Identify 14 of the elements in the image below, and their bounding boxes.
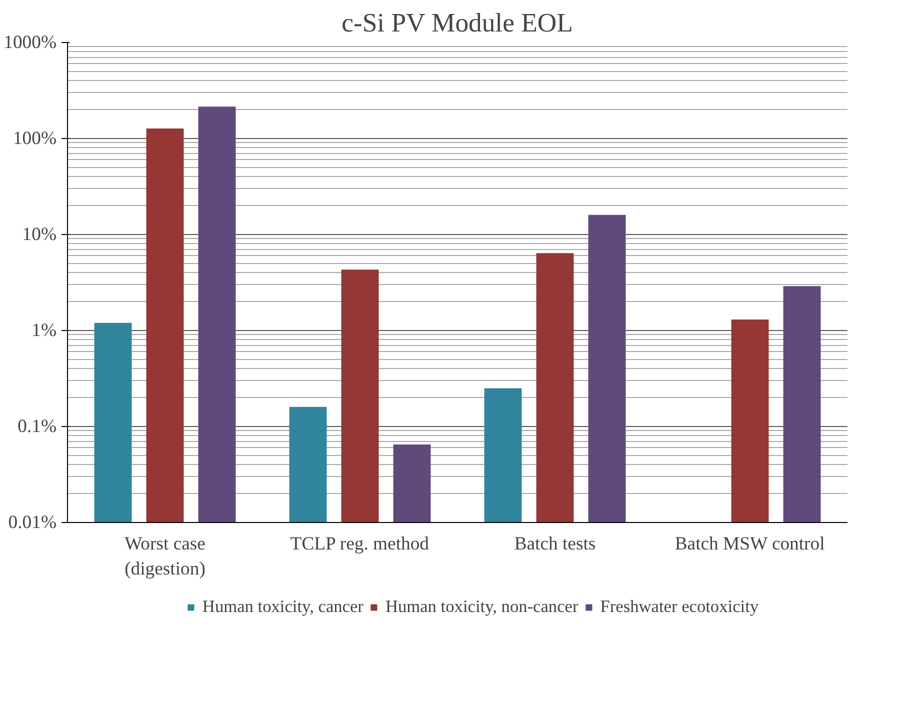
y-tick-label: 10% — [22, 224, 57, 245]
x-tick-label: Batch MSW control — [674, 534, 825, 554]
x-tick-label: Worst case (digestion) — [124, 534, 206, 580]
y-tick-label: 0.01% — [8, 512, 57, 533]
x-tick-label: Batch tests — [514, 534, 596, 554]
x-tick-label: TCLP reg. method — [290, 534, 430, 554]
legend-label: Freshwater ecotoxicity — [600, 597, 759, 617]
y-tick-label: 1000% — [4, 32, 57, 53]
chart-title: c-Si PV Module EOL — [342, 8, 573, 38]
legend-label: Human toxicity, non-cancer — [385, 597, 578, 617]
y-tick-label: 0.1% — [18, 416, 57, 437]
y-tick-label: 1% — [32, 320, 57, 341]
y-tick-label: 100% — [12, 128, 57, 149]
legend-label: Human toxicity, cancer — [202, 597, 364, 617]
